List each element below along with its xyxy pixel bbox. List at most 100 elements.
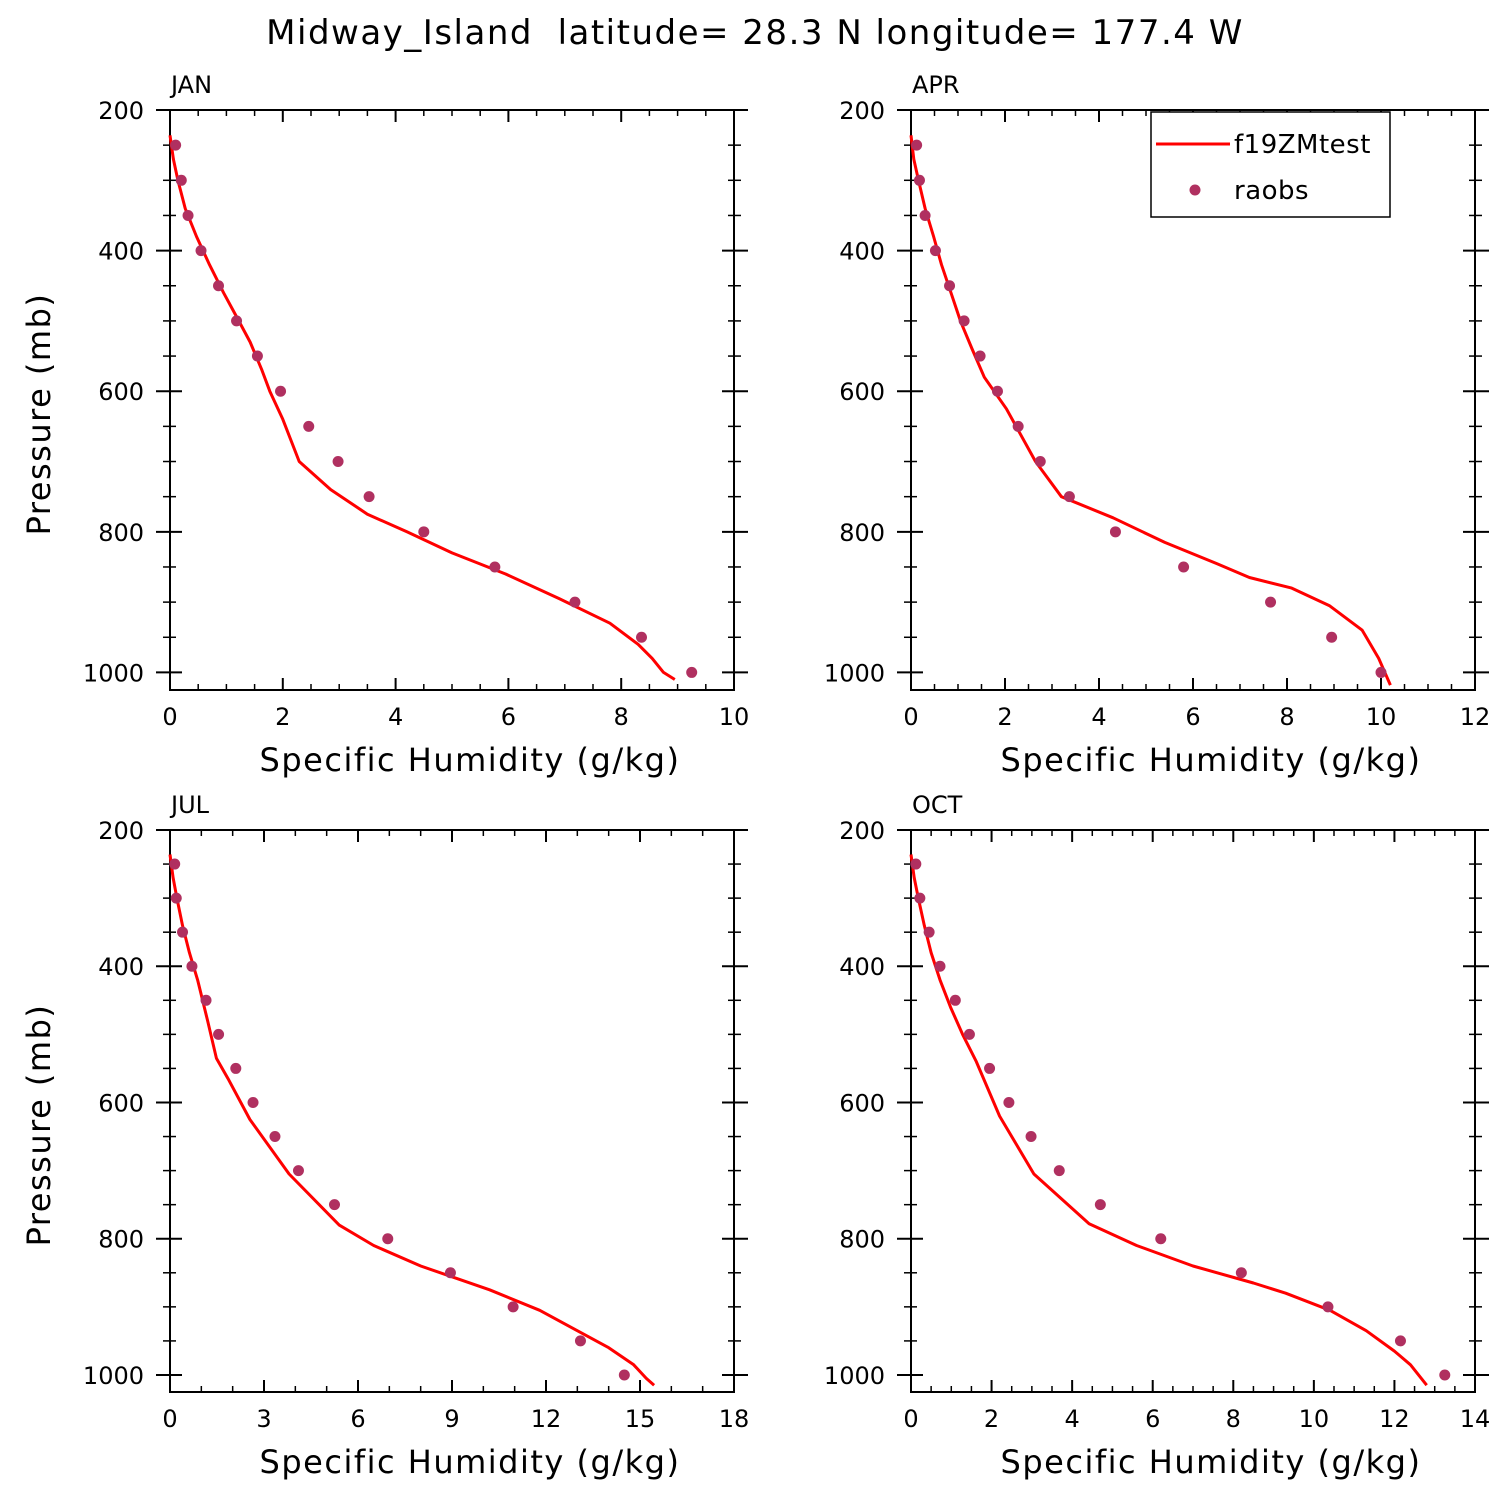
- obs-point: [618, 1369, 630, 1381]
- obs-point: [251, 350, 263, 362]
- model-line: [168, 135, 676, 681]
- obs-point: [292, 1165, 304, 1177]
- obs-point: [444, 1267, 456, 1279]
- obs-point: [923, 926, 935, 938]
- obs-point: [230, 1062, 242, 1074]
- y-tick-label: 200: [98, 97, 144, 125]
- obs-point: [275, 385, 287, 397]
- obs-point: [1265, 596, 1277, 608]
- x-tick-label: 12: [1379, 1405, 1410, 1433]
- obs-point: [1439, 1369, 1451, 1381]
- obs-point: [213, 1028, 225, 1040]
- obs-point: [329, 1199, 340, 1211]
- obs-point: [213, 280, 225, 292]
- obs-point: [1322, 1301, 1334, 1313]
- x-tick-label: 18: [719, 1405, 750, 1433]
- obs-point: [910, 858, 922, 870]
- x-axis-label: Specific Humidity (g/kg): [1001, 1443, 1422, 1481]
- x-tick-label: 10: [1299, 1405, 1330, 1433]
- y-tick-label: 1000: [824, 1362, 885, 1390]
- x-tick-label: 15: [625, 1405, 656, 1433]
- obs-point: [919, 209, 931, 221]
- obs-point: [269, 1131, 281, 1143]
- obs-point: [1012, 420, 1024, 432]
- x-tick-label: 12: [1460, 703, 1491, 731]
- obs-point: [186, 960, 198, 972]
- x-tick-label: 0: [162, 1405, 177, 1433]
- obs-point: [958, 315, 970, 327]
- obs-point: [363, 491, 375, 503]
- obs-point: [1025, 1131, 1037, 1143]
- y-tick-label: 1000: [824, 659, 885, 687]
- y-tick-label: 400: [98, 953, 144, 981]
- x-tick-label: 0: [162, 703, 177, 731]
- x-tick-label: 0: [903, 703, 918, 731]
- x-axis-label: Specific Humidity (g/kg): [1001, 741, 1422, 779]
- legend-marker-sample: [1189, 184, 1201, 196]
- obs-point: [963, 1028, 975, 1040]
- x-tick-label: 6: [1145, 1405, 1160, 1433]
- obs-point: [974, 350, 986, 362]
- x-tick-label: 14: [1460, 1405, 1491, 1433]
- y-tick-label: 600: [839, 1089, 885, 1117]
- y-tick-label: 800: [98, 519, 144, 547]
- obs-point: [1178, 561, 1190, 573]
- panel-oct: OCT 0 2 4 6 8 10 12 14 200 400 600 800 1000 Specific H…: [824, 791, 1490, 1481]
- y-tick-label: 800: [839, 519, 885, 547]
- legend-obs-label: raobs: [1234, 176, 1309, 206]
- x-axis-label: Specific Humidity (g/kg): [260, 741, 681, 779]
- y-tick-label: 600: [839, 378, 885, 406]
- obs-point: [177, 926, 189, 938]
- obs-point: [1235, 1267, 1247, 1279]
- obs-point: [170, 892, 182, 904]
- y-tick-label: 400: [98, 238, 144, 266]
- obs-point: [169, 858, 181, 870]
- x-axis-label: Specific Humidity (g/kg): [260, 1443, 681, 1481]
- obs-point: [382, 1233, 394, 1245]
- x-tick-label: 8: [1226, 1405, 1241, 1433]
- figure-title: Midway_Island latitude= 28.3 N longitude…: [266, 13, 1244, 53]
- panel-title: JAN: [169, 71, 212, 99]
- y-tick-label: 200: [839, 817, 885, 845]
- x-tick-label: 2: [997, 703, 1012, 731]
- x-tick-label: 4: [1091, 703, 1106, 731]
- y-tick-label: 800: [839, 1226, 885, 1254]
- obs-point: [686, 666, 698, 678]
- obs-point: [944, 280, 956, 292]
- y-axis-label: Pressure (mb): [20, 1004, 58, 1247]
- obs-point: [1109, 526, 1121, 538]
- obs-point: [929, 245, 941, 257]
- obs-point: [636, 631, 648, 643]
- obs-point: [1094, 1199, 1106, 1211]
- x-tick-label: 9: [444, 1405, 459, 1433]
- y-tick-label: 800: [98, 1226, 144, 1254]
- y-tick-label: 600: [98, 1089, 144, 1117]
- panel-jul: JUL 0 3 6 9 12 15 18 200 400 600 800 1000 Specific Hu…: [20, 791, 749, 1481]
- plot-frame: [169, 109, 735, 691]
- x-tick-label: 6: [501, 703, 516, 731]
- obs-point: [913, 174, 925, 186]
- x-tick-label: 8: [1279, 703, 1294, 731]
- x-tick-label: 4: [388, 703, 403, 731]
- panel-title: APR: [912, 71, 960, 99]
- obs-point: [231, 315, 243, 327]
- obs-point: [911, 139, 923, 151]
- obs-point: [1375, 666, 1387, 678]
- x-tick-label: 4: [1065, 1405, 1080, 1433]
- y-tick-label: 400: [839, 238, 885, 266]
- x-tick-label: 2: [275, 703, 290, 731]
- legend: f19ZMtest raobs: [1150, 111, 1391, 218]
- obs-point: [574, 1335, 586, 1347]
- x-tick-label: 3: [256, 1405, 271, 1433]
- obs-point: [1155, 1233, 1167, 1245]
- obs-point: [569, 596, 581, 608]
- panel-title: OCT: [912, 791, 963, 819]
- plot-frame: [910, 829, 1476, 1393]
- obs-point: [1326, 631, 1338, 643]
- x-tick-label: 2: [984, 1405, 999, 1433]
- obs-point: [332, 456, 344, 468]
- obs-point: [914, 892, 926, 904]
- model-line: [168, 854, 656, 1387]
